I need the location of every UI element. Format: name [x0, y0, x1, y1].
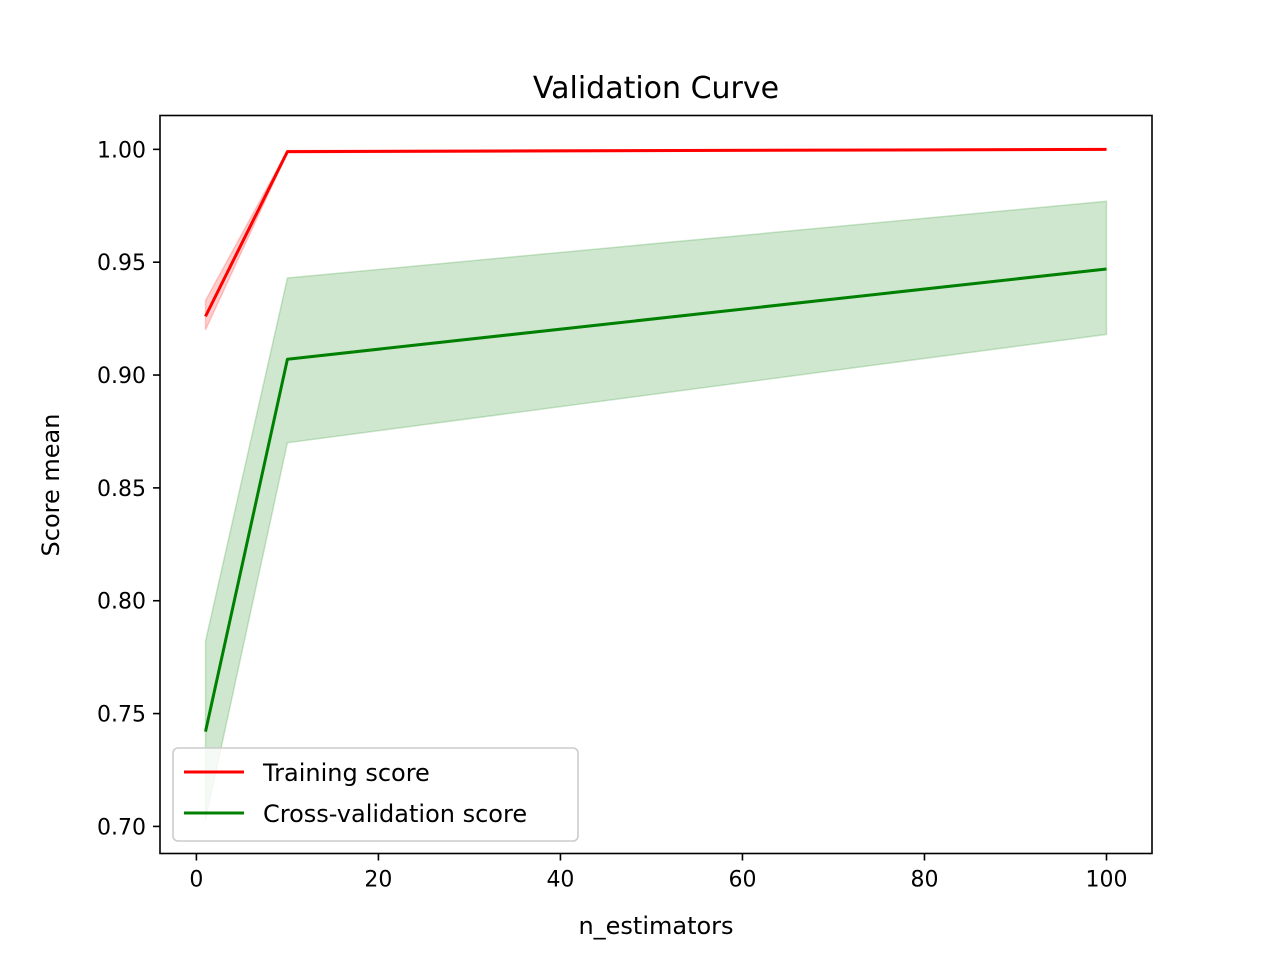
- x-tick-label: 0: [189, 868, 203, 893]
- legend-box: [172, 747, 579, 842]
- legend-label-training: Training score: [262, 759, 430, 787]
- y-tick-label: 1.00: [97, 138, 146, 163]
- plot-frame: [159, 114, 1153, 855]
- x-tick-label: 80: [910, 868, 938, 893]
- x-tick-label: 20: [364, 868, 392, 893]
- legend-label-cross-validation: Cross-validation score: [263, 800, 527, 828]
- y-tick-label: 0.95: [97, 251, 146, 276]
- y-tick-label: 0.90: [97, 364, 146, 389]
- y-tick-label: 0.80: [97, 590, 146, 615]
- x-axis-ticks: 0 20 40 60 80 100: [189, 853, 1127, 893]
- line-series-0: [204, 147, 1107, 318]
- legend: Training score Cross-validation score: [172, 747, 579, 842]
- x-tick-label: 100: [1085, 868, 1127, 893]
- x-tick-label: 60: [728, 868, 756, 893]
- y-tick-label: 0.70: [97, 815, 146, 840]
- chart-title: Validation Curve: [533, 71, 779, 106]
- x-tick-label: 40: [546, 868, 574, 893]
- x-axis-label: n_estimators: [578, 912, 733, 940]
- line-series-1: [204, 267, 1107, 732]
- y-tick-label: 0.75: [97, 703, 146, 728]
- series-lines: [204, 147, 1107, 732]
- y-tick-label: 0.85: [97, 477, 146, 502]
- y-axis-label: Score mean: [37, 414, 65, 557]
- y-axis-ticks: 0.70 0.75 0.80 0.85 0.90 0.95 1.00: [97, 138, 160, 840]
